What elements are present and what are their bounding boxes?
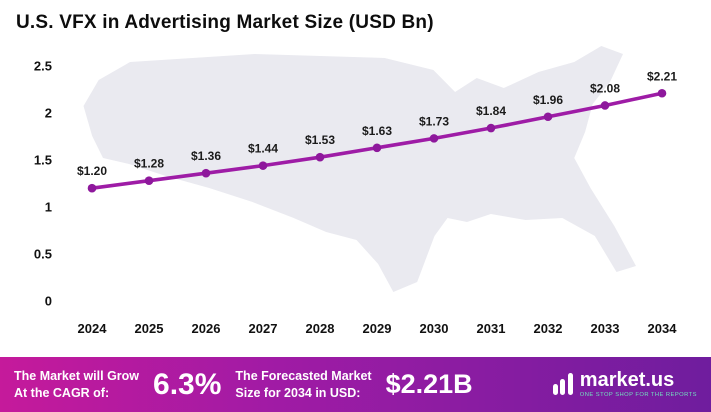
data-point xyxy=(600,101,610,110)
svg-text:2034: 2034 xyxy=(648,321,678,336)
data-point-label: $1.84 xyxy=(476,104,506,118)
svg-text:2031: 2031 xyxy=(477,321,506,336)
data-point-label: $1.28 xyxy=(134,157,164,171)
svg-text:2030: 2030 xyxy=(420,321,449,336)
data-point-label: $1.53 xyxy=(305,133,335,147)
svg-text:1: 1 xyxy=(45,200,52,215)
svg-text:2.5: 2.5 xyxy=(34,59,52,74)
data-point-label: $1.44 xyxy=(248,142,278,156)
svg-text:0.5: 0.5 xyxy=(34,247,52,262)
svg-text:2: 2 xyxy=(45,106,52,121)
cagr-label-line2: At the CAGR of: xyxy=(14,385,110,400)
svg-text:2028: 2028 xyxy=(306,321,335,336)
data-point xyxy=(657,88,667,98)
market-us-logo: market.us ONE STOP SHOP FOR THE REPORTS xyxy=(552,370,697,399)
forecast-label-line1: The Forecasted Market xyxy=(235,369,372,384)
data-point xyxy=(486,123,496,133)
chart-area: 0 0.5 1 1.5 2 2.5 2024 2025 2026 2027 2028 2029 2030… xyxy=(0,36,711,357)
forecast-value: $2.21B xyxy=(385,369,473,399)
svg-text:2033: 2033 xyxy=(591,321,620,336)
data-point xyxy=(201,168,211,178)
data-point-label: $1.96 xyxy=(533,93,563,107)
cagr-label: The Market will Grow At the CAGR of: xyxy=(14,368,139,401)
svg-text:2029: 2029 xyxy=(363,321,392,336)
svg-text:1.5: 1.5 xyxy=(34,153,52,168)
svg-text:2025: 2025 xyxy=(135,321,164,336)
market-us-logo-text: market.us ONE STOP SHOP FOR THE REPORTS xyxy=(580,370,697,399)
data-point xyxy=(543,112,553,122)
brand-tagline: ONE STOP SHOP FOR THE REPORTS xyxy=(579,392,697,399)
svg-text:2032: 2032 xyxy=(534,321,563,336)
data-point-label: $2.08 xyxy=(590,81,620,95)
forecast-label: The Forecasted Market Size for 2034 in U… xyxy=(235,368,371,401)
footer-banner: The Market will Grow At the CAGR of: 6.3… xyxy=(0,357,711,412)
data-point xyxy=(372,143,382,153)
forecast-label-line2: Size for 2034 in USD: xyxy=(235,385,361,400)
svg-text:2024: 2024 xyxy=(78,321,108,336)
cagr-label-line1: The Market will Grow xyxy=(14,369,140,384)
trend-line xyxy=(90,91,664,190)
data-point-label: $1.36 xyxy=(191,149,221,163)
market-size-line-chart: 0 0.5 1 1.5 2 2.5 2024 2025 2026 2027 2028 2029 2030… xyxy=(34,59,678,337)
brand-name: market.us xyxy=(579,369,675,392)
data-point-label: $1.73 xyxy=(419,114,449,128)
cagr-value: 6.3% xyxy=(153,367,222,401)
data-point xyxy=(315,152,325,162)
data-point xyxy=(144,176,154,185)
svg-text:2027: 2027 xyxy=(249,321,278,336)
market-us-logo-icon xyxy=(552,373,573,396)
data-point xyxy=(258,161,268,170)
data-point-label: $1.20 xyxy=(77,164,107,178)
svg-text:0: 0 xyxy=(45,294,52,309)
data-point-label: $2.21 xyxy=(647,69,677,83)
data-point xyxy=(429,134,439,143)
data-point-label: $1.63 xyxy=(362,124,392,138)
svg-text:2026: 2026 xyxy=(192,321,221,336)
us-map-silhouette xyxy=(83,46,636,292)
chart-title: U.S. VFX in Advertising Market Size (USD… xyxy=(16,12,434,33)
data-point xyxy=(87,183,97,193)
